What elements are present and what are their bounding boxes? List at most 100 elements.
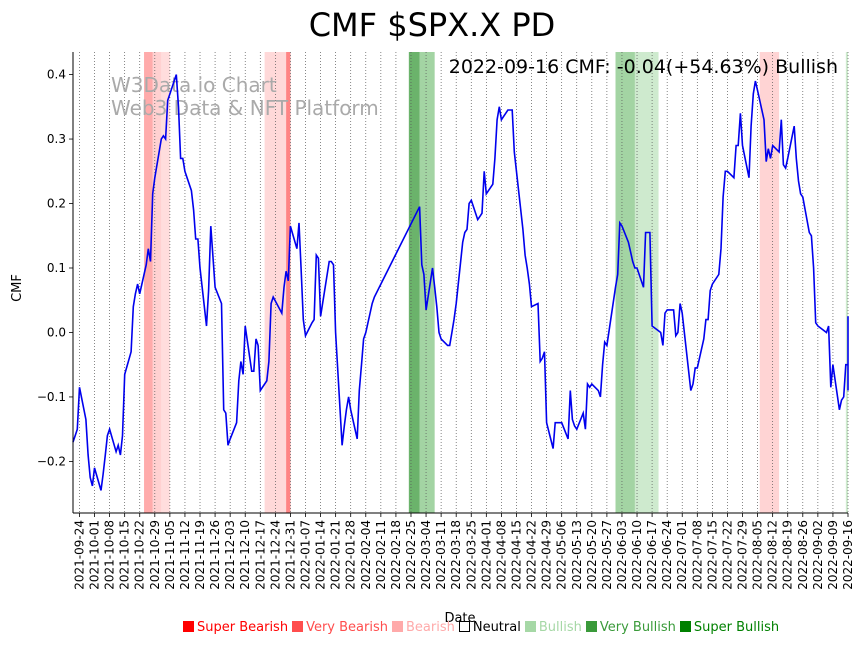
band-bearish (264, 52, 287, 513)
y-tick-label: 0.1 (47, 261, 66, 275)
x-gridlines (79, 52, 849, 513)
signal-bands (144, 52, 848, 513)
y-tick-label: 0.3 (47, 132, 66, 146)
x-tick-label: 2022-06-03 (615, 520, 629, 590)
band-bearish (152, 52, 162, 513)
x-tick-label: 2021-09-24 (72, 520, 86, 590)
x-tick-label: 2022-06-17 (645, 520, 659, 590)
legend-swatch (391, 621, 403, 632)
x-tick-label: 2022-05-06 (555, 520, 569, 590)
x-tick-label: 2022-03-04 (419, 520, 433, 590)
x-tick-label: 2022-05-20 (585, 520, 599, 590)
y-tick-label: −0.1 (37, 390, 66, 404)
band-bearish (161, 52, 170, 513)
x-tick-label: 2022-06-10 (630, 520, 644, 590)
legend-label: Super Bullish (693, 620, 780, 635)
x-tick-label: 2021-12-24 (268, 520, 282, 590)
x-tick-label: 2022-05-27 (600, 520, 614, 590)
legend-item: Bearish (391, 620, 455, 635)
legend-label: Very Bearish (306, 620, 388, 635)
y-tick-label: 0.0 (47, 325, 66, 339)
legend-label: Bearish (405, 620, 455, 635)
x-ticks: 2021-09-24 2021-10-01 2021-10-08 2021-10-15… (72, 513, 855, 590)
x-tick-label: 2021-11-19 (193, 520, 207, 590)
x-tick-label: 2022-02-04 (359, 520, 373, 590)
x-tick-label: 2022-01-07 (299, 520, 313, 590)
y-tick-label: 0.4 (47, 68, 66, 82)
x-tick-label: 2021-11-12 (178, 520, 192, 590)
legend-label: Neutral (472, 620, 521, 635)
x-tick-label: 2022-07-08 (690, 520, 704, 590)
x-tick-label: 2022-04-15 (509, 520, 523, 590)
watermark-line-1: W3Data.io Chart (111, 73, 277, 97)
watermark-line-2: Web3 Data & NFT Platform (111, 96, 379, 120)
cmf-series-line (72, 74, 849, 491)
x-tick-label: 2022-07-01 (675, 520, 689, 590)
x-tick-label: 2022-09-16 (841, 520, 855, 590)
x-tick-label: 2022-01-14 (314, 520, 328, 590)
x-tick-label: 2021-11-05 (163, 520, 177, 590)
x-tick-label: 2022-03-18 (449, 520, 463, 590)
x-tick-label: 2022-01-21 (329, 520, 343, 590)
band-bearish (759, 52, 780, 513)
x-tick-label: 2022-06-24 (660, 520, 674, 590)
chart-title: CMF $SPX.X PD (309, 6, 556, 44)
x-tick-label: 2022-01-28 (344, 520, 358, 590)
y-ticks: −0.2 −0.1 0.0 0.1 0.2 0.3 0.4 (37, 68, 73, 468)
band-very-bearish (286, 52, 291, 513)
band-bullish (615, 52, 635, 513)
legend-swatch (183, 621, 194, 632)
x-tick-label: 2021-10-01 (88, 520, 102, 590)
status-annotation: 2022-09-16 CMF: -0.04(+54.63%) Bullish (449, 56, 838, 78)
legend-item: Very Bearish (292, 620, 388, 635)
x-tick-label: 2022-02-25 (404, 520, 418, 590)
legend-swatch (585, 621, 597, 632)
legend-swatch (679, 621, 691, 632)
x-tick-label: 2021-10-29 (148, 520, 162, 590)
legend-item: Neutral (458, 620, 521, 635)
x-tick-label: 2021-10-08 (103, 520, 117, 590)
x-tick-label: 2022-04-08 (494, 520, 508, 590)
y-tick-label: −0.2 (37, 454, 66, 468)
band-very-bearish (144, 52, 153, 513)
legend-label: Super Bearish (197, 620, 289, 635)
x-tick-label: 2021-10-22 (133, 520, 147, 590)
x-tick-label: 2022-03-11 (434, 520, 448, 590)
x-tick-label: 2021-12-31 (283, 520, 297, 590)
x-tick-label: 2021-11-26 (208, 520, 222, 590)
x-tick-label: 2022-08-26 (796, 520, 810, 590)
x-tick-label: 2022-02-18 (389, 520, 403, 590)
band-very-bullish (408, 52, 420, 513)
band-bullish (419, 52, 435, 513)
legend-label: Very Bullish (599, 620, 676, 635)
legend-swatch (458, 621, 470, 632)
x-tick-label: 2022-03-25 (464, 520, 478, 590)
x-tick-label: 2022-09-02 (811, 520, 825, 590)
x-tick-label: 2021-10-15 (118, 520, 132, 590)
legend-swatch (524, 621, 536, 632)
legend-swatch (292, 621, 304, 632)
x-tick-label: 2022-08-12 (766, 520, 780, 590)
x-tick-label: 2021-12-17 (253, 520, 267, 590)
x-tick-label: 2022-07-15 (705, 520, 719, 590)
legend-item: Super Bearish (183, 620, 288, 635)
band-bullish (845, 52, 848, 513)
legend-item: Very Bullish (585, 620, 676, 635)
x-tick-label: 2022-02-11 (374, 520, 388, 590)
y-tick-label: 0.2 (47, 197, 66, 211)
x-tick-label: 2021-12-10 (238, 520, 252, 590)
band-bullish (634, 52, 659, 513)
x-tick-label: 2022-08-19 (781, 520, 795, 590)
legend-item: Super Bullish (679, 620, 780, 635)
legend-item: Bullish (524, 620, 582, 635)
x-tick-label: 2021-12-03 (223, 520, 237, 590)
legend-label: Bullish (538, 620, 582, 635)
x-tick-label: 2022-04-01 (479, 520, 493, 590)
x-tick-label: 2022-05-13 (570, 520, 584, 590)
x-tick-label: 2022-09-09 (826, 520, 840, 590)
legend: Super Bearish Very Bearish Bearish Neutral B… (183, 620, 783, 635)
x-tick-label: 2022-08-05 (751, 520, 765, 590)
x-tick-label: 2022-07-22 (720, 520, 734, 590)
x-tick-label: 2022-04-22 (525, 520, 539, 590)
